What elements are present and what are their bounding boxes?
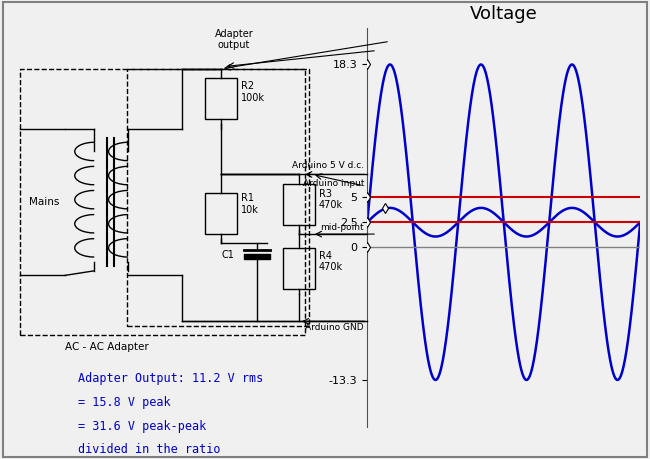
- Text: = 31.6 V peak-peak: = 31.6 V peak-peak: [78, 420, 206, 432]
- Text: Arduino GND: Arduino GND: [306, 323, 364, 332]
- Title: Voltage: Voltage: [470, 5, 538, 23]
- Text: Adapter
output: Adapter output: [214, 29, 254, 50]
- Text: C1: C1: [221, 250, 234, 260]
- Text: Arduino 5 V d.c.: Arduino 5 V d.c.: [292, 161, 364, 170]
- Text: R2
100k: R2 100k: [240, 81, 265, 103]
- Text: divided in the ratio: divided in the ratio: [78, 443, 220, 456]
- Bar: [127, 69, 309, 326]
- Text: R1
10k: R1 10k: [240, 193, 259, 215]
- Bar: [205, 78, 237, 119]
- Bar: [205, 193, 237, 234]
- Text: Arduino input: Arduino input: [302, 179, 364, 188]
- Text: = 15.8 V peak: = 15.8 V peak: [78, 396, 170, 409]
- Text: AC - AC Adapter: AC - AC Adapter: [65, 342, 149, 352]
- Text: R3
470k: R3 470k: [318, 189, 343, 211]
- Bar: [283, 248, 315, 289]
- Bar: [283, 184, 315, 225]
- Bar: [20, 69, 305, 335]
- Text: Adapter Output: 11.2 V rms: Adapter Output: 11.2 V rms: [78, 372, 263, 385]
- Text: R4
470k: R4 470k: [318, 251, 343, 273]
- Text: Mains: Mains: [29, 197, 60, 207]
- Text: mid-point: mid-point: [320, 223, 364, 232]
